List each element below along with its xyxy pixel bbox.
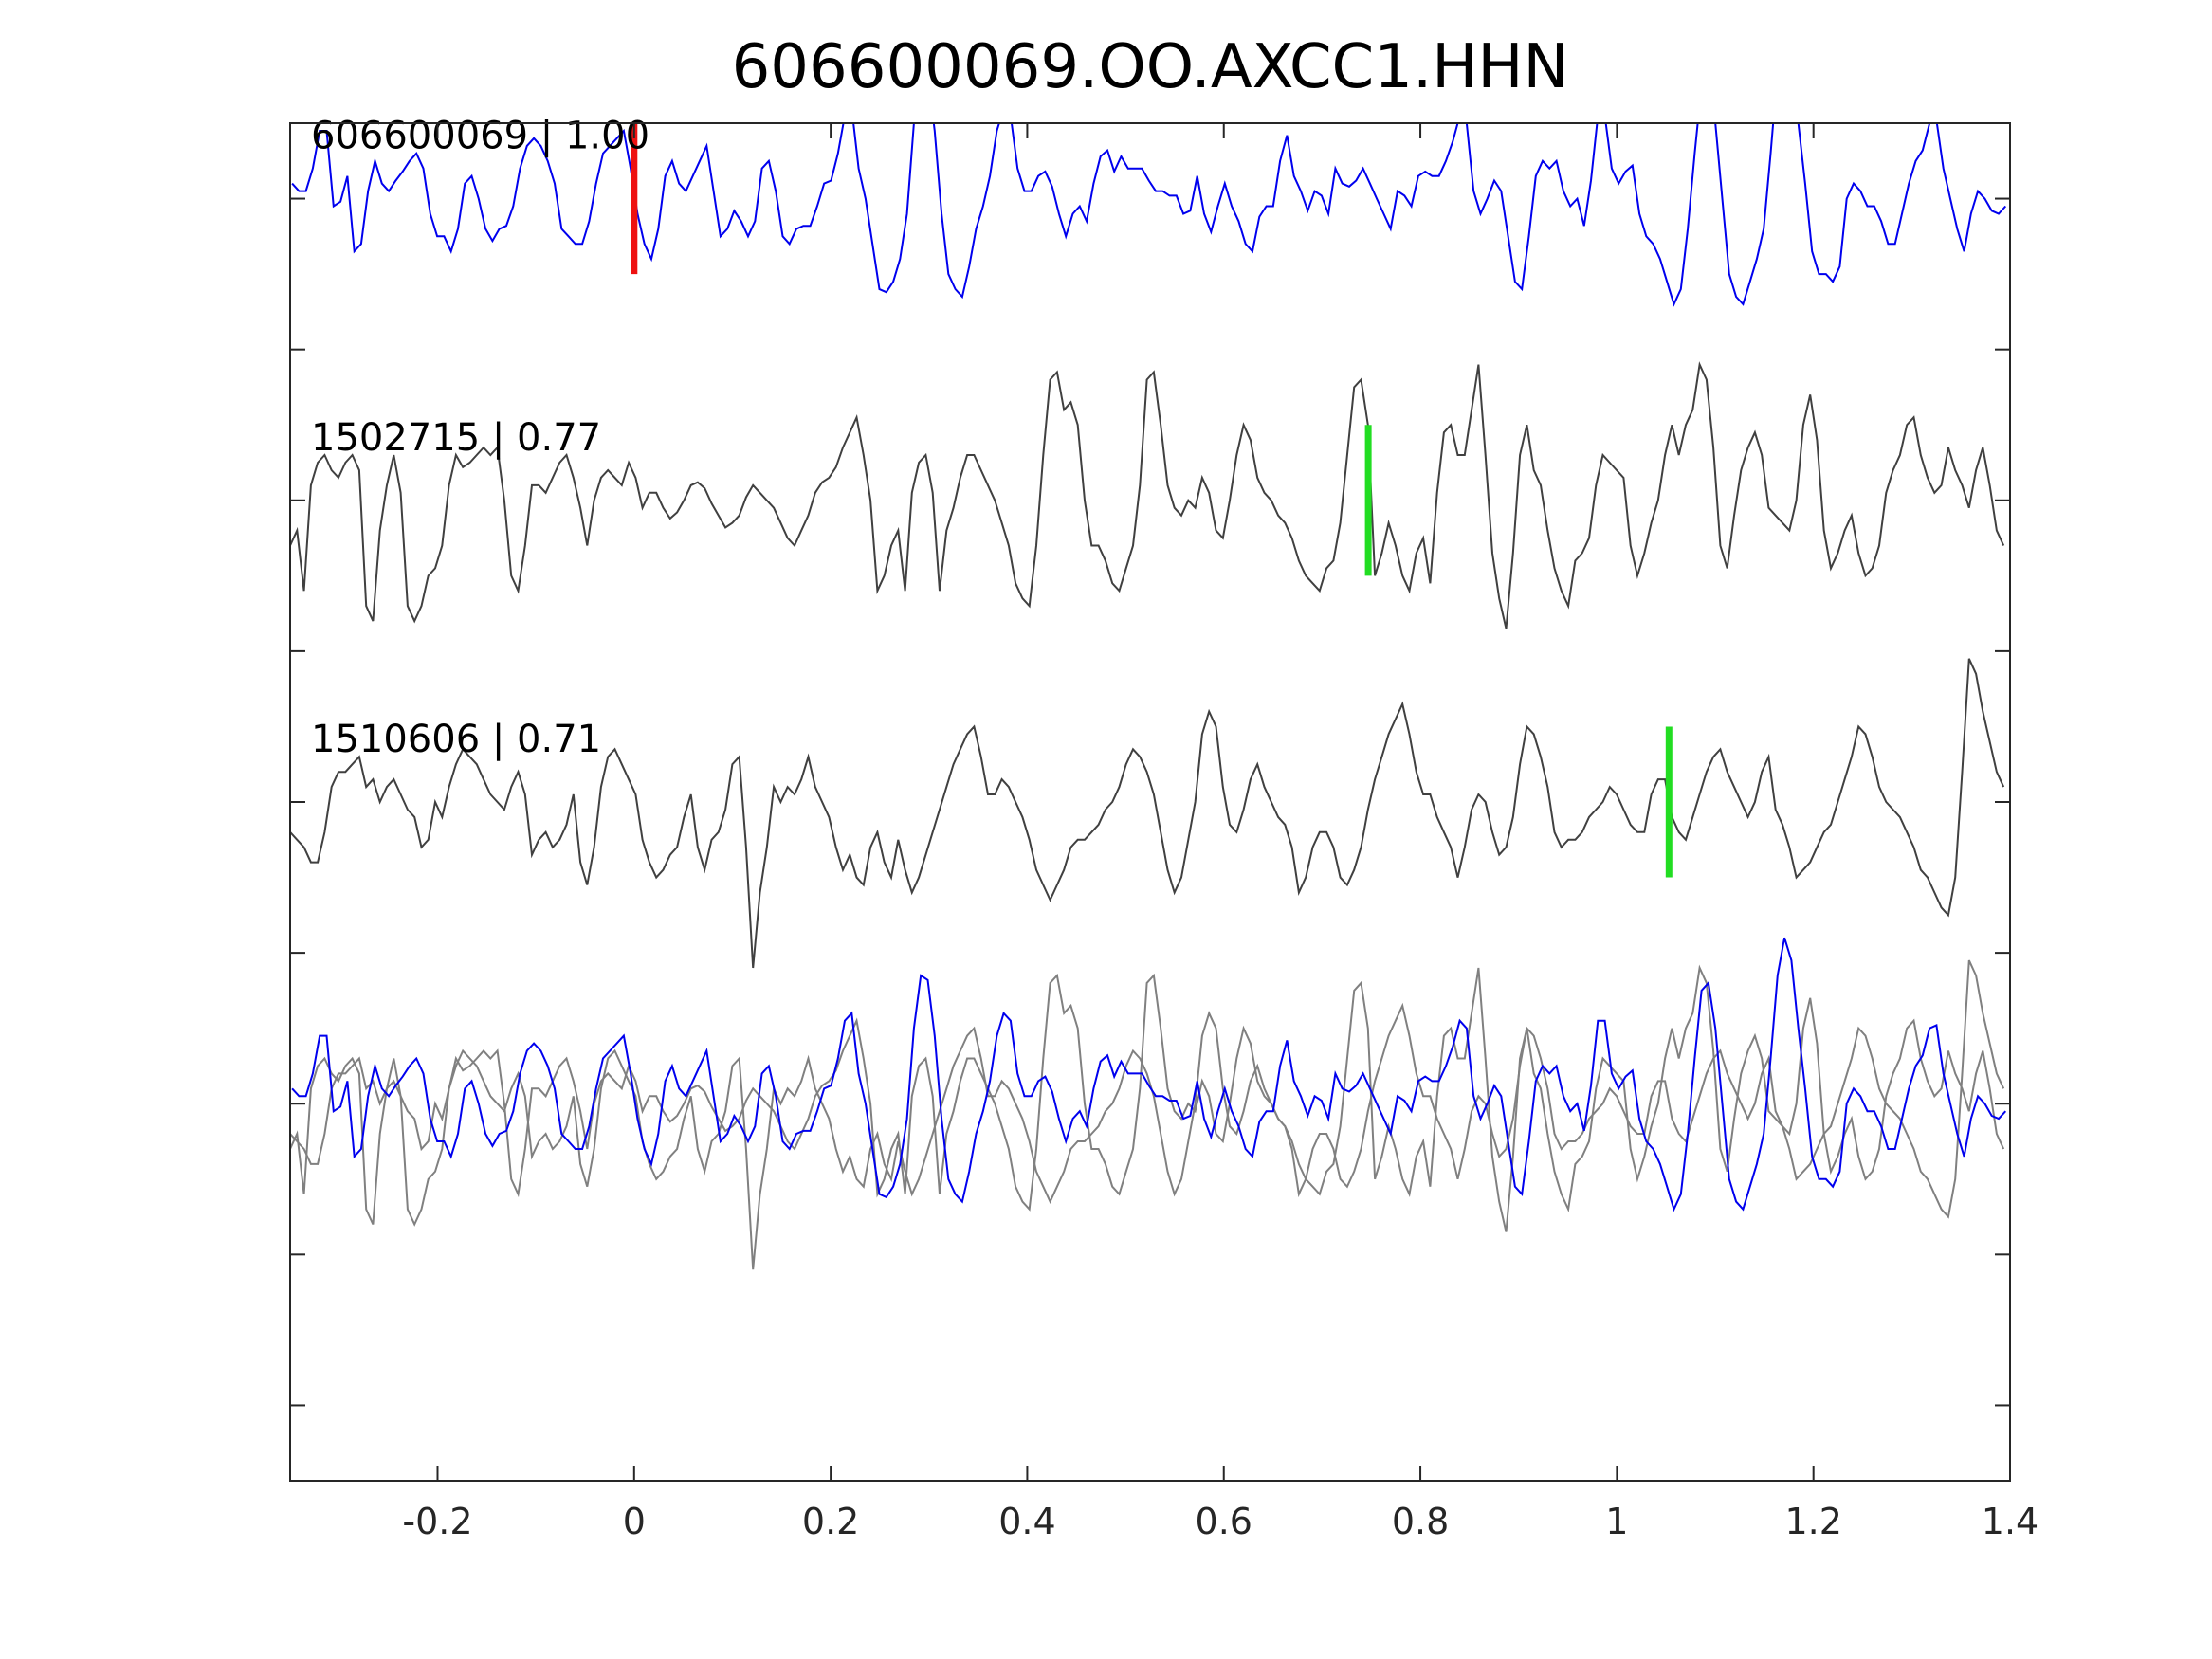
traces-group [290, 123, 2007, 1270]
trace-1 [291, 123, 2007, 307]
trace-2 [290, 361, 2005, 629]
trace-label-2: 1502715 | 0.77 [311, 416, 601, 460]
overlay-trace-1 [290, 964, 2005, 1232]
overlay-trace-reference [291, 937, 2007, 1212]
trace-label-1: 606600069 | 1.00 [311, 115, 649, 158]
x-tick-label: 1.2 [1784, 1501, 1841, 1542]
x-tick-label: 0 [623, 1501, 646, 1542]
x-tick-label: 1.4 [1982, 1501, 2038, 1542]
axes: -0.2 0 0.2 0.4 0.6 0.8 1 1.2 1.4 [289, 122, 2038, 1542]
x-tick-label: 0.6 [1196, 1501, 1252, 1542]
x-tick-label: 0.8 [1392, 1501, 1449, 1542]
trace-label-3: 1510606 | 0.71 [311, 718, 601, 761]
x-tick-label: -0.2 [402, 1501, 472, 1542]
x-tick-label: 1 [1605, 1501, 1628, 1542]
x-tick-label: 0.2 [802, 1501, 859, 1542]
chart-title: 606600069.OO.AXCC1.HHN [732, 32, 1569, 102]
axes-box [289, 122, 2011, 1482]
plot-area: 606600069 | 1.00 1502715 | 0.77 1510606 | … [290, 115, 2007, 1270]
x-tick-label: 0.4 [998, 1501, 1055, 1542]
trace-3 [290, 658, 2005, 969]
overlay-trace-2 [290, 959, 2005, 1270]
